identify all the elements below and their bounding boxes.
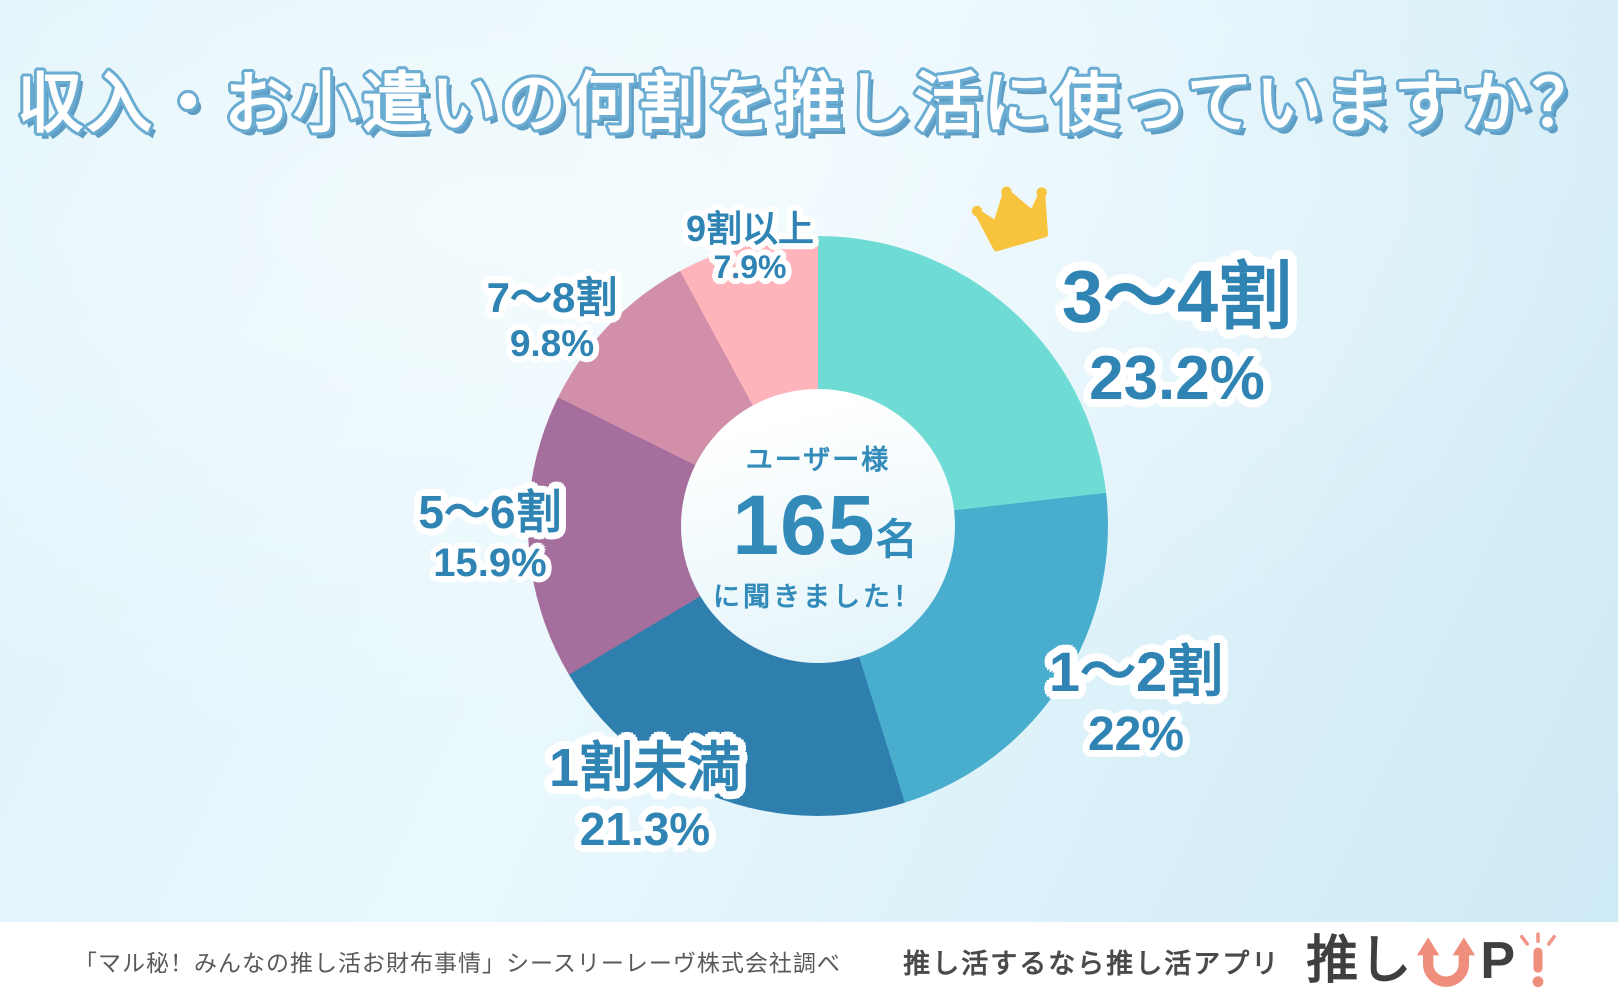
- slice-category: 9割以上: [685, 208, 815, 249]
- logo-text-p: P: [1480, 932, 1516, 990]
- slice-value: 22%: [1087, 707, 1185, 761]
- logo-text-oshi: 推し: [1306, 932, 1413, 990]
- slice-label-9wari-ijou: 9割以上 7.9%: [686, 210, 814, 284]
- center-line1: ユーザー様: [745, 445, 891, 475]
- donut-center: ユーザー様 165名 に聞きました！: [681, 389, 955, 663]
- slice-label-3-4wari: 3〜4割 23.2%: [1062, 258, 1292, 411]
- slice-label-5-6wari: 5〜6割 15.9%: [418, 486, 562, 586]
- slice-category: 3〜4割: [1061, 255, 1293, 338]
- slice-category: 5〜6割: [418, 486, 562, 538]
- slice-label-1wari-miman: 1割未満 21.3%: [549, 740, 741, 853]
- footer: 「マル秘！みんなの推し活お財布事情」シースリーレーヴ株式会社調べ 推し活するなら…: [0, 922, 1618, 1000]
- slice-value: 15.9%: [433, 541, 547, 586]
- slice-category: 7〜8割: [486, 274, 618, 321]
- slice-category: 1割未満: [548, 738, 742, 798]
- page-title: 収入・お小遣いの何割を推し活に使っていますか？: [17, 66, 1601, 140]
- slice-category: 1〜2割: [1048, 640, 1224, 703]
- app-logo: 推し P: [1306, 932, 1556, 990]
- center-count-number: 165: [732, 478, 876, 572]
- brand-block: 推し活するなら推し活アプリ 推し P: [903, 932, 1556, 990]
- up-arrow-icon: [1417, 937, 1476, 987]
- crown-icon: [971, 186, 1049, 252]
- slice-label-7-8wari: 7〜8割 9.8%: [486, 274, 618, 365]
- center-line2: に聞きました！: [713, 582, 923, 612]
- center-count: 165名: [732, 483, 917, 567]
- source-text: 「マル秘！みんなの推し活お財布事情」シースリーレーヴ株式会社調べ: [74, 950, 841, 976]
- center-count-unit: 名: [875, 516, 918, 563]
- slice-label-1-2wari: 1〜2割 22%: [1048, 640, 1224, 761]
- app-tagline: 推し活するなら推し活アプリ: [903, 948, 1281, 979]
- exclamation-icon: [1520, 932, 1556, 988]
- slice-value: 23.2%: [1089, 343, 1265, 413]
- slice-value: 9.8%: [509, 323, 595, 365]
- slice-value: 21.3%: [579, 802, 711, 855]
- slice-value: 7.9%: [713, 248, 787, 285]
